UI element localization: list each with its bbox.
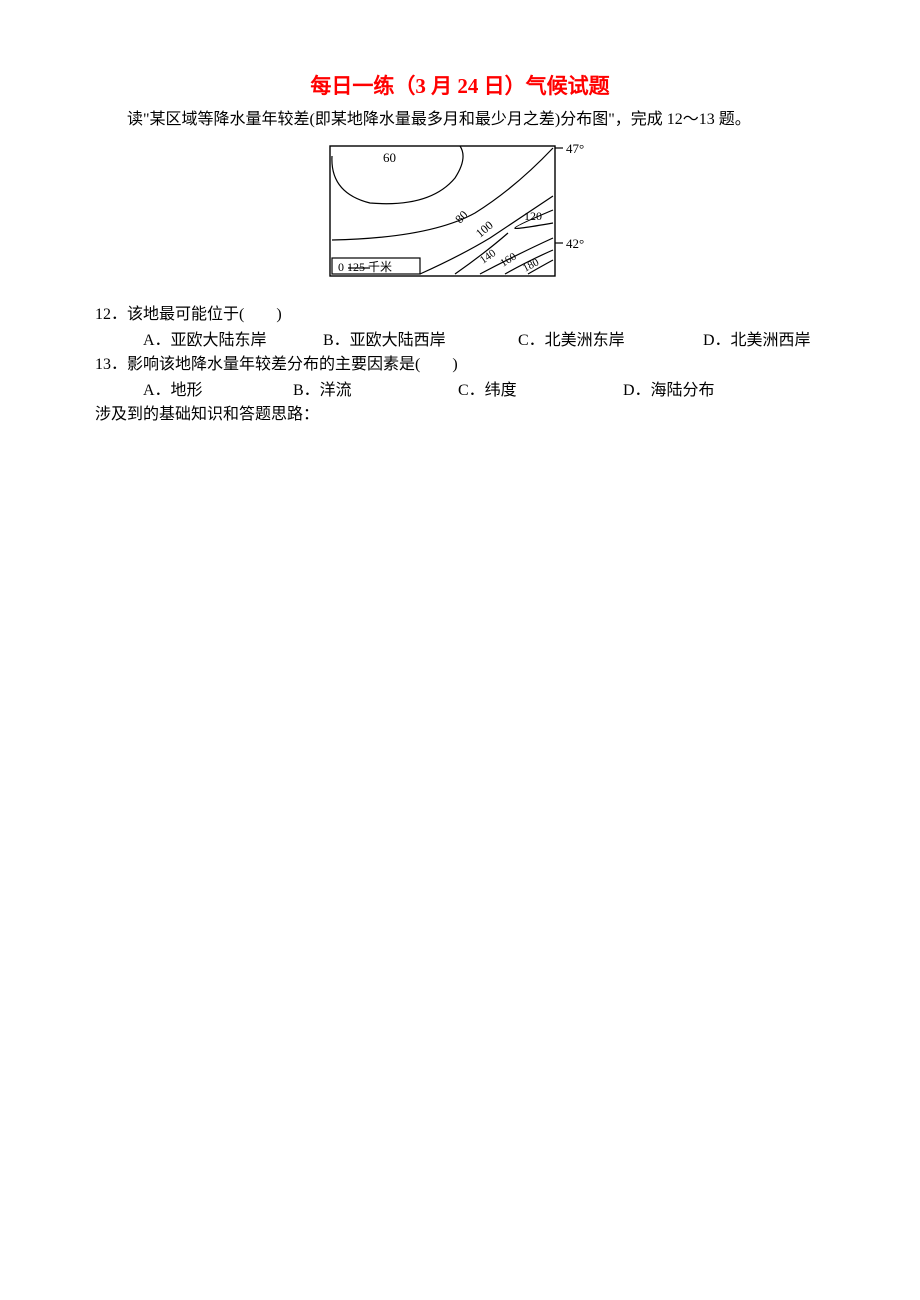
scale-label: 0 125 千米 — [338, 260, 392, 274]
contour-160: 160 — [498, 250, 519, 269]
contour-180: 180 — [521, 256, 542, 275]
q13-option-c: C．纬度 — [458, 379, 623, 403]
q12-option-b: B．亚欧大陆西岸 — [323, 329, 518, 353]
page-title: 每日一练（3 月 24 日）气候试题 — [95, 70, 825, 100]
intro-text: 读"某区域等降水量年较差(即某地降水量最多月和最少月之差)分布图"，完成 12～… — [95, 108, 825, 132]
q12-options: A．亚欧大陆东岸 B．亚欧大陆西岸 C．北美洲东岸 D．北美洲西岸 — [95, 329, 825, 353]
q13-options: A．地形 B．洋流 C．纬度 D．海陆分布 — [95, 379, 825, 403]
diagram-container: 47° 42° 60 80 100 120 140 160 180 — [95, 138, 825, 293]
q12-option-c: C．北美洲东岸 — [518, 329, 703, 353]
q12-option-a: A．亚欧大陆东岸 — [143, 329, 323, 353]
q12-option-d: D．北美洲西岸 — [703, 329, 811, 353]
contour-140: 140 — [478, 247, 499, 267]
contour-map-diagram: 47° 42° 60 80 100 120 140 160 180 — [320, 138, 600, 293]
contour-80: 80 — [452, 208, 470, 226]
lat-bottom-label: 42° — [566, 236, 584, 251]
contour-60: 60 — [383, 150, 396, 165]
q13-option-d: D．海陆分布 — [623, 379, 715, 403]
lat-top-label: 47° — [566, 141, 584, 156]
q13-option-b: B．洋流 — [293, 379, 458, 403]
q13-option-a: A．地形 — [143, 379, 293, 403]
contour-120: 120 — [524, 209, 542, 223]
q12-stem: 12．该地最可能位于( ) — [95, 303, 825, 327]
q13-stem: 13．影响该地降水量年较差分布的主要因素是( ) — [95, 353, 825, 377]
footer-note: 涉及到的基础知识和答题思路： — [95, 403, 825, 427]
